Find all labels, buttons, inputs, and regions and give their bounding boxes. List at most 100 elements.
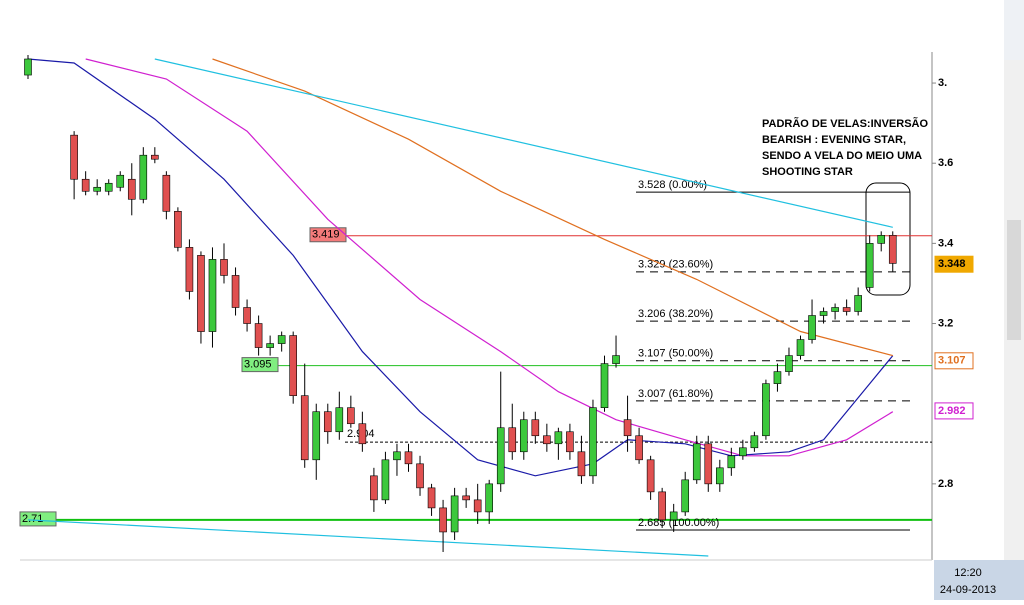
candle-body bbox=[220, 259, 228, 276]
y-tick-label: 2.8 bbox=[938, 478, 953, 490]
candle-body bbox=[174, 211, 182, 248]
candle-body bbox=[116, 174, 125, 188]
price-tag-label: 2.982 bbox=[938, 405, 966, 417]
candle-body bbox=[462, 495, 470, 501]
candle-body bbox=[323, 411, 332, 433]
indicator-line bbox=[27, 519, 709, 557]
candle-body bbox=[427, 487, 436, 509]
candle-body bbox=[508, 427, 517, 453]
candle-body bbox=[658, 491, 666, 521]
candle-body bbox=[104, 182, 113, 192]
candle-body bbox=[704, 443, 713, 485]
candle-body bbox=[266, 343, 274, 348]
candle-body bbox=[681, 479, 690, 513]
candle-body bbox=[842, 307, 851, 312]
fib-label: 3.007 (61.80%) bbox=[638, 388, 713, 400]
candle-body bbox=[785, 355, 793, 372]
level-label-box bbox=[19, 511, 57, 527]
candle-body bbox=[715, 467, 724, 485]
y-tick-label: 3. bbox=[938, 77, 947, 89]
candle-body bbox=[773, 371, 782, 384]
candle-body bbox=[473, 499, 482, 513]
candle-body bbox=[519, 419, 528, 453]
candle-body bbox=[646, 459, 655, 493]
candle-body bbox=[739, 447, 747, 457]
candle-body bbox=[796, 339, 805, 356]
annotation: SENDO A VELA DO MEIO UMA bbox=[762, 150, 922, 162]
taskbar-clock bbox=[934, 560, 1024, 600]
scrollbar-thumb[interactable] bbox=[1007, 220, 1021, 340]
side-icons bbox=[1004, 0, 1024, 60]
candle-body bbox=[692, 443, 701, 481]
candle-body bbox=[151, 154, 159, 160]
candle-body bbox=[208, 259, 217, 332]
clock-date: 24-09-2013 bbox=[940, 584, 996, 596]
fib-label: 2.685 (100.00%) bbox=[638, 517, 719, 529]
candle-body bbox=[277, 335, 286, 344]
candle-body bbox=[762, 383, 770, 437]
clock-time: 12:20 bbox=[954, 567, 982, 579]
fib-label: 3.528 (0.00%) bbox=[638, 179, 707, 191]
annotation: PADRÃO DE VELAS:INVERSÃO bbox=[762, 117, 928, 130]
candle-body bbox=[404, 451, 413, 465]
fib-label: 3.329 (23.60%) bbox=[638, 259, 713, 271]
level-label-box bbox=[241, 357, 279, 373]
candle-body bbox=[289, 335, 297, 396]
candle-body bbox=[162, 174, 171, 212]
candle-body bbox=[185, 247, 194, 292]
candle-body bbox=[93, 186, 101, 192]
candle-body bbox=[254, 323, 263, 348]
candle-body bbox=[865, 243, 874, 288]
highlight-box bbox=[865, 182, 911, 296]
annotation: SHOOTING STAR bbox=[762, 166, 853, 178]
y-tick-label: 3.2 bbox=[938, 317, 953, 329]
level-label: 3.095 bbox=[244, 359, 272, 371]
candle-body bbox=[635, 435, 643, 461]
top-area bbox=[0, 0, 1024, 52]
candle-body bbox=[623, 419, 632, 437]
candle-body bbox=[531, 419, 540, 437]
price-tag bbox=[934, 255, 974, 273]
candle-body bbox=[831, 307, 839, 312]
candle-body bbox=[554, 431, 563, 445]
candle-body bbox=[727, 455, 736, 469]
candle-body bbox=[127, 178, 136, 200]
candle-body bbox=[496, 427, 505, 485]
candle-body bbox=[450, 495, 459, 533]
candle-body bbox=[393, 451, 401, 461]
indicator-line bbox=[85, 58, 894, 457]
candle-body bbox=[24, 58, 32, 76]
candle-body bbox=[381, 459, 390, 501]
fib-label: 3.206 (38.20%) bbox=[638, 308, 713, 320]
candle-body bbox=[70, 134, 78, 180]
annotation: BEARISH : EVENING STAR, bbox=[762, 134, 906, 146]
level-label: 2.71 bbox=[22, 513, 43, 525]
candle-body bbox=[888, 235, 897, 264]
candle-body bbox=[358, 423, 367, 445]
candle-body bbox=[566, 431, 574, 453]
candle-body bbox=[416, 463, 424, 489]
candle-body bbox=[485, 483, 494, 513]
candle-body bbox=[543, 435, 551, 445]
price-tag-label: 3.107 bbox=[938, 355, 966, 367]
indicator-line bbox=[27, 58, 894, 477]
y-tick-label: 3.6 bbox=[938, 157, 953, 169]
candle-body bbox=[877, 235, 886, 244]
price-tag bbox=[934, 352, 974, 370]
price-tag bbox=[934, 402, 974, 420]
candle-body bbox=[577, 451, 586, 477]
candle-body bbox=[300, 395, 309, 461]
candle-body bbox=[589, 407, 597, 477]
candle-body bbox=[612, 355, 620, 364]
indicator-line bbox=[212, 58, 893, 357]
candle-body bbox=[231, 275, 240, 308]
candle-body bbox=[819, 311, 828, 316]
candle-body bbox=[808, 315, 816, 340]
candle-body bbox=[370, 475, 378, 501]
candle-body bbox=[854, 295, 862, 312]
candle-body bbox=[312, 411, 321, 461]
price-tag-label: 3.348 bbox=[938, 258, 966, 270]
level-label: 3.419 bbox=[312, 229, 340, 241]
